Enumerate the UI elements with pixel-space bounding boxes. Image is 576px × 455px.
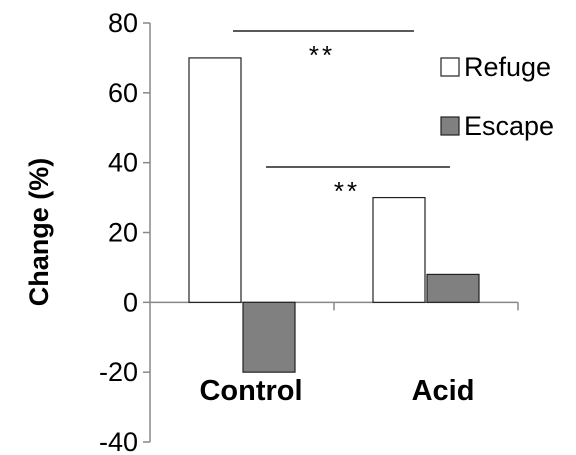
bar xyxy=(372,196,426,303)
category-label: Acid xyxy=(412,375,475,407)
legend-label: Escape xyxy=(464,111,554,141)
legend-swatch xyxy=(440,57,460,77)
category-label: Control xyxy=(199,375,302,407)
legend-swatch xyxy=(440,116,460,136)
category-labels: Control Acid xyxy=(199,375,474,407)
legend: Refuge Escape xyxy=(440,52,554,141)
y-tick-label: -40 xyxy=(99,427,138,455)
y-tick-label: -20 xyxy=(99,357,138,387)
annotations: ** ** xyxy=(233,30,450,206)
y-tick-label: 0 xyxy=(123,287,138,317)
y-tick-labels: -40 -20 0 20 40 60 80 xyxy=(99,8,138,455)
legend-label: Refuge xyxy=(464,52,551,82)
bar xyxy=(188,57,242,303)
bar xyxy=(426,273,480,303)
y-tick-label: 60 xyxy=(108,78,138,108)
significance-label: ** xyxy=(334,176,360,206)
bar xyxy=(242,301,296,373)
y-tick-label: 20 xyxy=(108,218,138,248)
significance-label: ** xyxy=(309,40,335,70)
y-tick-label: 40 xyxy=(108,148,138,178)
bars xyxy=(188,57,480,373)
y-tick-label: 80 xyxy=(108,8,138,38)
y-axis-label: Change (%) xyxy=(24,158,54,307)
